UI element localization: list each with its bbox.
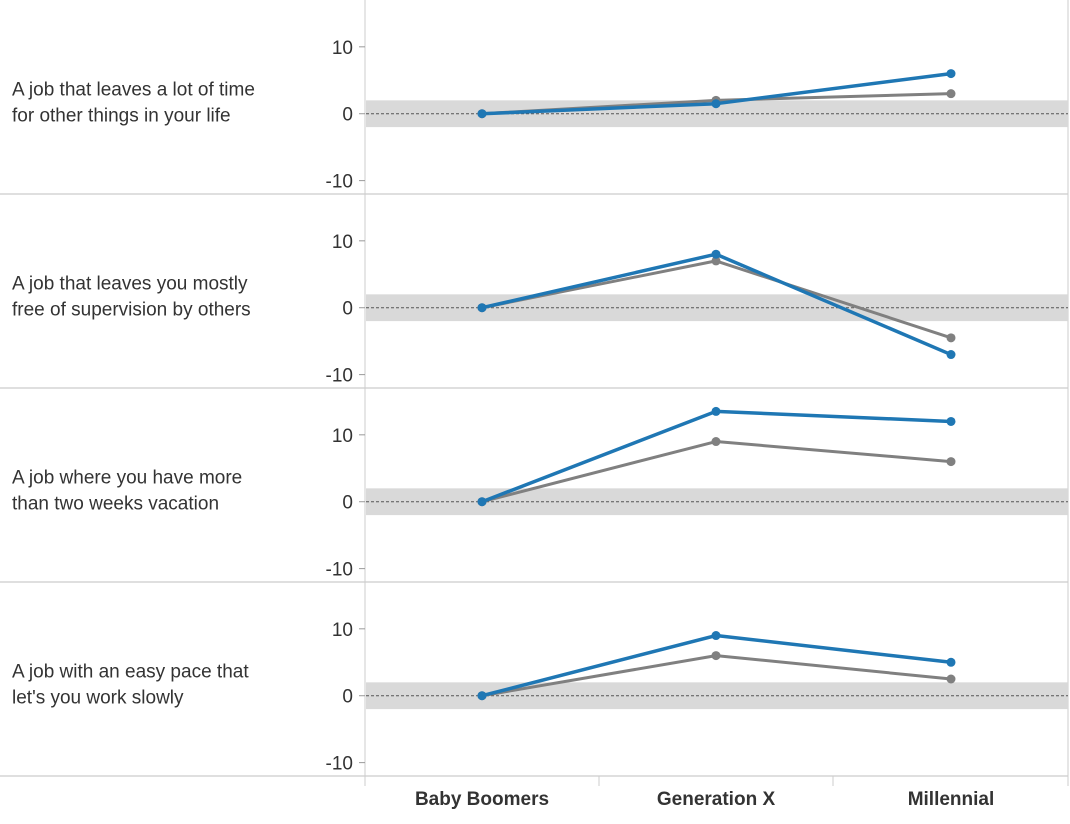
y-tick-label: 0: [342, 493, 353, 514]
y-tick-label: 10: [332, 426, 353, 447]
panel-label: A job where you have more: [12, 468, 242, 489]
gray-data-point: [946, 333, 956, 343]
y-tick-label: -10: [326, 172, 353, 193]
blue-data-point: [946, 657, 956, 667]
panel-label: A job that leaves a lot of time: [12, 80, 255, 101]
x-category-label: Baby Boomers: [415, 789, 549, 810]
blue-data-point: [711, 406, 721, 416]
panel-label: free of supervision by others: [12, 300, 251, 321]
blue-data-point: [477, 691, 487, 701]
blue-data-point: [946, 69, 956, 79]
x-category-label: Generation X: [657, 789, 776, 810]
y-tick-label: -10: [326, 560, 353, 581]
y-tick-label: 0: [342, 687, 353, 708]
y-tick-label: 10: [332, 620, 353, 641]
gray-data-point: [711, 256, 721, 266]
y-tick-label: -10: [326, 754, 353, 775]
gray-data-point: [711, 437, 721, 447]
blue-data-point: [946, 416, 956, 426]
y-tick-label: 10: [332, 232, 353, 253]
y-tick-label: 10: [332, 38, 353, 59]
blue-data-point: [711, 631, 721, 641]
blue-data-point: [477, 497, 487, 507]
blue-data-point: [711, 249, 721, 259]
gray-data-point: [946, 89, 956, 99]
x-category-label: Millennial: [908, 789, 995, 810]
gray-data-point: [946, 457, 956, 467]
blue-data-point: [946, 350, 956, 360]
blue-data-point: [477, 303, 487, 313]
panel-label: let's you work slowly: [12, 688, 184, 709]
panel-label: than two weeks vacation: [12, 494, 219, 515]
blue-data-point: [711, 99, 721, 109]
y-tick-label: 0: [342, 299, 353, 320]
blue-data-point: [477, 109, 487, 119]
gray-data-point: [946, 674, 956, 684]
panel-label: A job with an easy pace that: [12, 662, 249, 683]
panel-label: for other things in your life: [12, 106, 231, 127]
y-tick-label: 0: [342, 105, 353, 126]
gray-data-point: [711, 651, 721, 661]
panel-label: A job that leaves you mostly: [12, 274, 248, 295]
y-tick-label: -10: [326, 366, 353, 387]
